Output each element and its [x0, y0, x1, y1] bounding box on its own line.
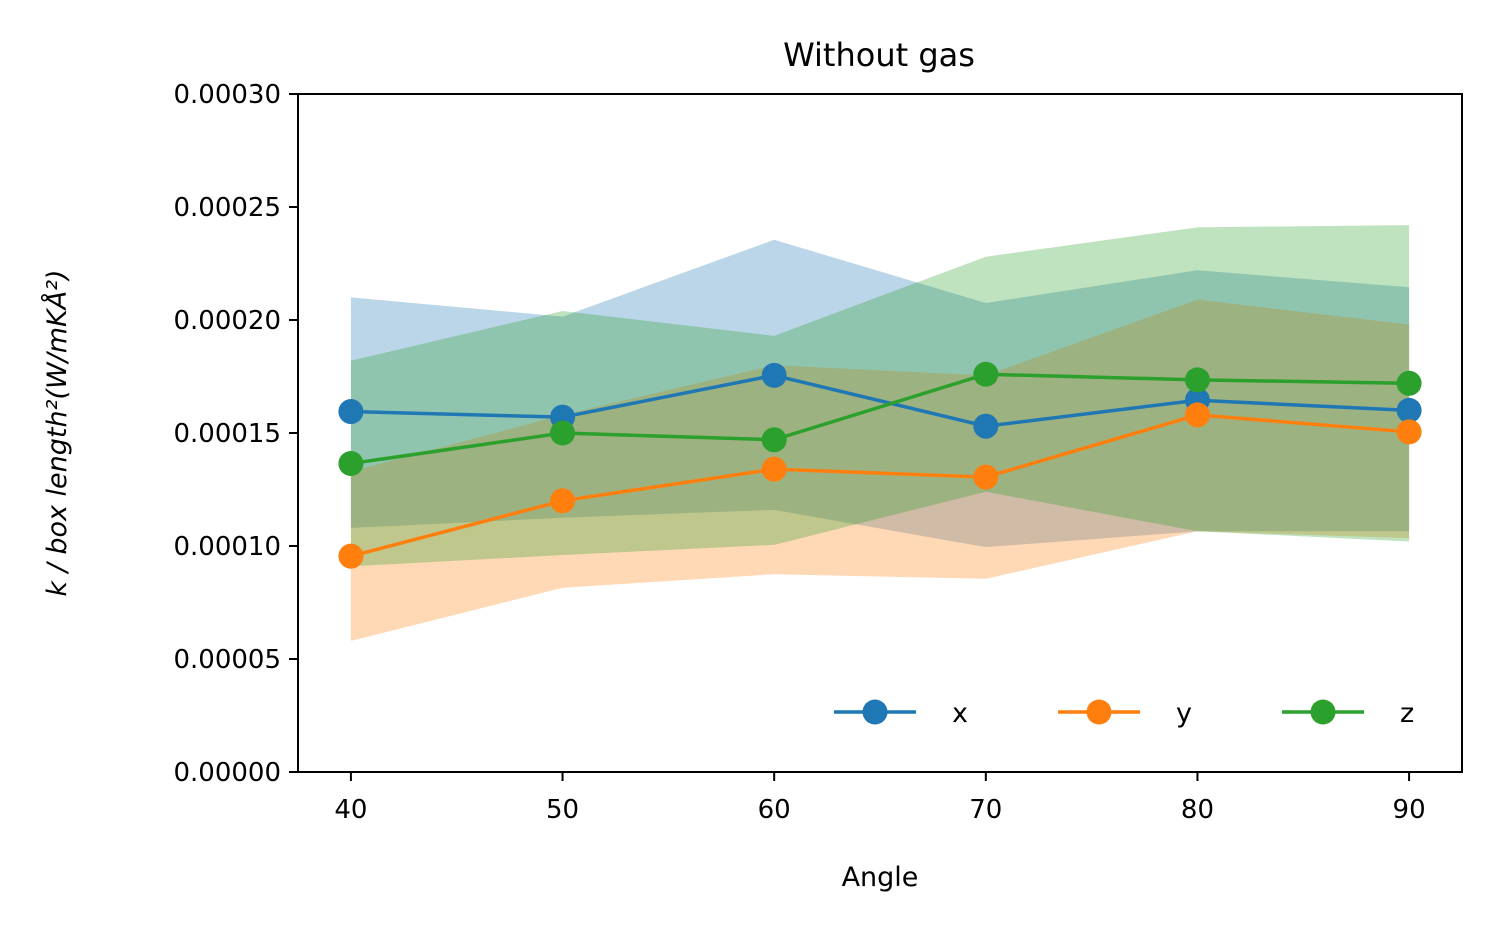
x-tick-label: 90 [1393, 795, 1426, 825]
y-axis-ticks: 0.00000 0.00005 0.00010 0.00015 0.00020 0.000… [173, 80, 298, 788]
y-tick-label: 0.00010 [173, 532, 281, 562]
y-tick-label: 0.00015 [173, 419, 281, 449]
x-tick-label: 80 [1181, 795, 1214, 825]
point-x-70 [973, 413, 999, 439]
point-z-80 [1184, 367, 1210, 393]
y-tick-label: 0.00030 [173, 80, 281, 110]
y-axis-label: k / box length²(W/mKÅ²) [41, 269, 73, 596]
line-y [350, 413, 1410, 558]
y-tick-label: 0.00005 [173, 645, 281, 675]
band-z [350, 225, 1410, 567]
y-tick-label: 0.00020 [173, 306, 281, 336]
line-x [350, 373, 1410, 428]
confidence-bands [350, 225, 1410, 641]
x-axis-ticks: 40 50 60 70 80 90 [334, 772, 1426, 825]
x-tick-label: 40 [334, 795, 367, 825]
point-y-80 [1184, 402, 1210, 428]
legend-label-y: y [1176, 698, 1192, 729]
point-x-40 [338, 399, 364, 425]
legend-label-x: x [952, 698, 968, 729]
series-points [338, 361, 1422, 569]
chart-title: Without gas [783, 36, 975, 74]
point-x-90 [1396, 397, 1422, 423]
point-y-60 [761, 456, 787, 482]
point-z-60 [761, 427, 787, 453]
point-z-70 [973, 361, 999, 387]
x-axis-label: Angle [842, 862, 919, 893]
legend: x y z [834, 698, 1414, 729]
point-y-70 [973, 464, 999, 490]
line-z [350, 372, 1410, 466]
point-y-50 [550, 488, 576, 514]
point-x-60 [761, 362, 787, 388]
point-y-40 [338, 543, 364, 569]
x-tick-label: 70 [969, 795, 1002, 825]
legend-label-z: z [1400, 698, 1414, 729]
legend-marker-y [1086, 699, 1112, 725]
band-x [350, 239, 1410, 548]
point-y-90 [1396, 419, 1422, 445]
point-z-90 [1396, 370, 1422, 396]
point-z-50 [550, 420, 576, 446]
y-tick-label: 0.00000 [173, 758, 281, 788]
legend-marker-x [862, 699, 888, 725]
y-tick-label: 0.00025 [173, 193, 281, 223]
x-tick-label: 60 [758, 795, 791, 825]
point-z-40 [338, 451, 364, 477]
series-lines [350, 372, 1410, 558]
x-tick-label: 50 [546, 795, 579, 825]
band-y [350, 299, 1410, 641]
legend-marker-z [1310, 699, 1336, 725]
